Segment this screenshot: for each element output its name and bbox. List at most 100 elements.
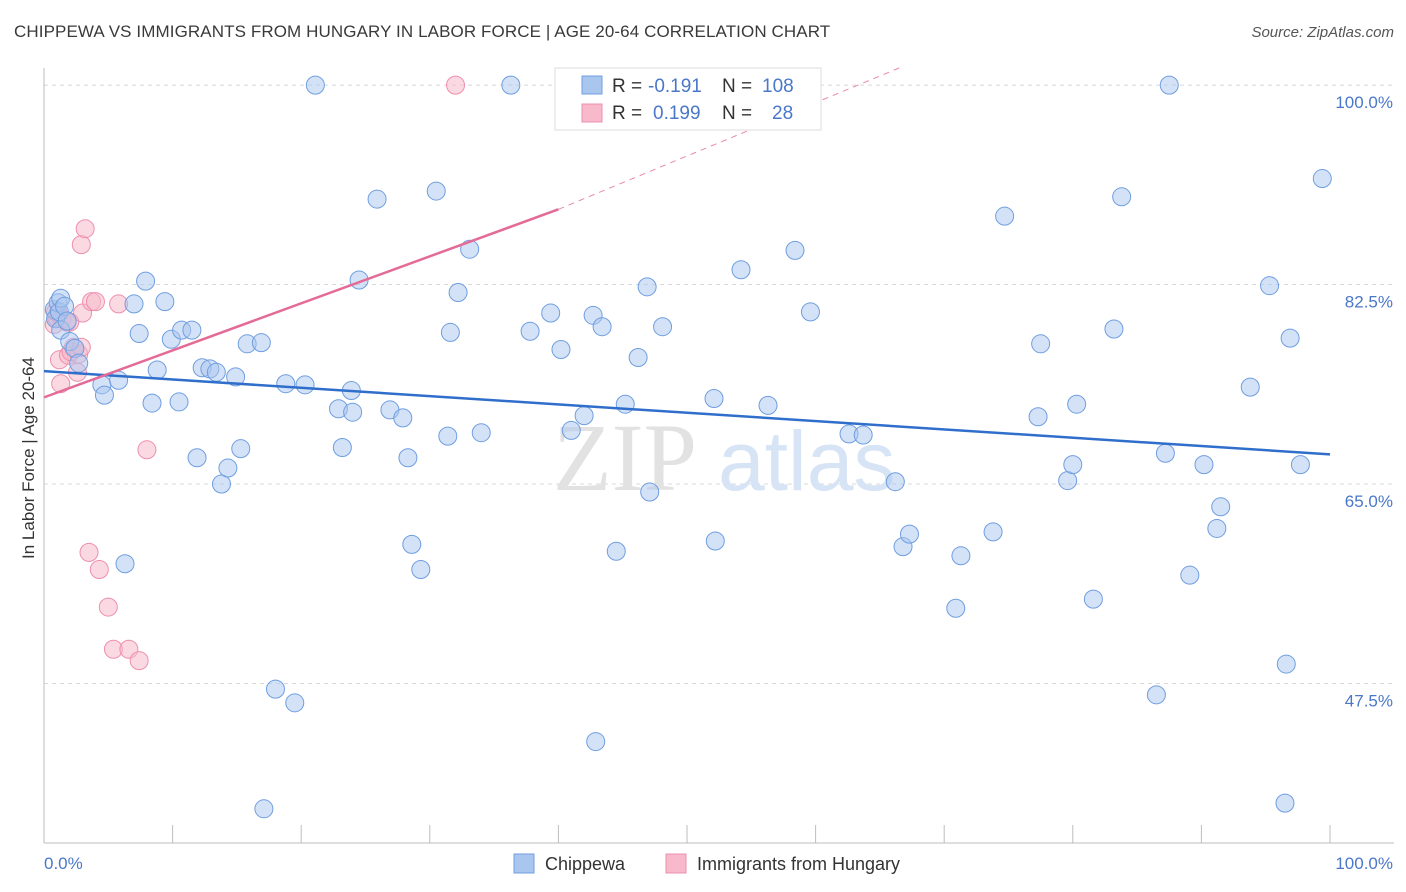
x-tick-label: 0.0%	[44, 854, 83, 873]
data-point-chippewa	[785, 240, 805, 260]
data-point-chippewa	[615, 394, 635, 414]
data-point-chippewa	[561, 420, 581, 440]
data-point-chippewa	[731, 260, 751, 280]
data-point-chippewa	[541, 303, 561, 323]
data-point-chippewa	[1280, 328, 1300, 348]
legend-swatch-chippewa	[581, 75, 603, 95]
data-point-chippewa	[1067, 394, 1087, 414]
data-point-chippewa	[1290, 455, 1310, 475]
legend-n-label-1: N =	[722, 76, 752, 97]
data-point-chippewa	[109, 370, 129, 390]
data-point-chippewa	[402, 534, 422, 554]
data-point-hungary	[98, 597, 118, 617]
data-point-chippewa	[211, 474, 231, 494]
data-point-chippewa	[1058, 471, 1078, 491]
data-point-chippewa	[1146, 685, 1166, 705]
data-point-hungary	[79, 542, 99, 562]
data-point-chippewa	[586, 732, 606, 752]
data-point-chippewa	[983, 522, 1003, 542]
y-tick-label: 82.5%	[1345, 293, 1393, 312]
data-point-chippewa	[285, 693, 305, 713]
data-point-chippewa	[653, 317, 673, 337]
data-point-chippewa	[592, 317, 612, 337]
data-point-chippewa	[640, 482, 660, 502]
data-point-chippewa	[305, 75, 325, 95]
data-point-chippewa	[182, 320, 202, 340]
data-point-chippewa	[440, 322, 460, 342]
data-point-chippewa	[1194, 455, 1214, 475]
tick-labels: 100.0% 82.5% 65.0% 47.5% 0.0% 100.0%	[44, 93, 1393, 873]
bottom-legend-label-hungary: Immigrants from Hungary	[697, 854, 900, 874]
data-point-chippewa	[1063, 455, 1083, 475]
data-point-chippewa	[69, 353, 89, 373]
data-point-chippewa	[637, 277, 657, 297]
data-point-hungary	[137, 440, 157, 460]
data-point-chippewa	[94, 385, 114, 405]
data-point-chippewa	[226, 367, 246, 387]
data-point-chippewa	[295, 375, 315, 395]
data-point-chippewa	[136, 271, 156, 291]
legend-n-value-2: 28	[772, 103, 793, 124]
data-point-chippewa	[1104, 319, 1124, 339]
legend-n-value-1: 108	[762, 76, 794, 97]
trend-line-hungary	[43, 208, 559, 399]
legend-r-label-2: R =	[612, 103, 642, 124]
data-point-chippewa	[155, 292, 175, 312]
y-tick-label: 65.0%	[1345, 492, 1393, 511]
data-point-chippewa	[520, 321, 540, 341]
data-point-chippewa	[1276, 654, 1296, 674]
data-point-chippewa	[885, 472, 905, 492]
data-point-chippewa	[115, 554, 135, 574]
axes	[43, 68, 1394, 844]
bottom-legend-swatch-chippewa	[513, 853, 535, 874]
data-point-chippewa	[551, 340, 571, 360]
data-point-chippewa	[704, 389, 724, 409]
data-point-chippewa	[946, 598, 966, 618]
watermark-zip: ZIP	[553, 404, 697, 511]
data-point-hungary	[75, 219, 95, 239]
data-point-chippewa	[142, 393, 162, 413]
legend-n-label-2: N =	[722, 103, 752, 124]
data-point-chippewa	[1159, 75, 1179, 95]
data-point-chippewa	[398, 448, 418, 468]
data-point-chippewa	[129, 324, 149, 344]
data-point-chippewa	[251, 333, 271, 353]
data-point-chippewa	[57, 311, 77, 331]
trend-line-chippewa	[43, 369, 1331, 456]
watermark: ZIP atlas	[553, 404, 895, 511]
data-point-chippewa	[206, 362, 226, 382]
data-point-chippewa	[438, 426, 458, 446]
data-point-chippewa	[124, 294, 144, 314]
data-point-chippewa	[231, 439, 251, 459]
data-point-chippewa	[1028, 407, 1048, 427]
data-point-chippewa	[218, 458, 238, 478]
data-point-chippewa	[899, 524, 919, 544]
data-point-chippewa	[758, 395, 778, 415]
trend-lines	[43, 67, 1331, 456]
data-point-chippewa	[1260, 276, 1280, 296]
y-tick-label: 47.5%	[1345, 691, 1393, 710]
chart-title: CHIPPEWA VS IMMIGRANTS FROM HUNGARY IN L…	[14, 22, 831, 41]
data-point-chippewa	[187, 448, 207, 468]
data-point-chippewa	[448, 283, 468, 303]
data-point-chippewa	[169, 392, 189, 412]
data-point-chippewa	[1112, 187, 1132, 207]
data-point-chippewa	[393, 408, 413, 428]
data-point-chippewa	[426, 181, 446, 201]
data-point-chippewa	[265, 679, 285, 699]
data-point-chippewa	[606, 541, 626, 561]
data-point-chippewa	[1275, 793, 1295, 813]
data-point-hungary	[71, 235, 91, 255]
y-axis-title: In Labor Force | Age 20-64	[19, 357, 38, 559]
data-point-chippewa	[1312, 169, 1332, 189]
data-point-chippewa	[1031, 334, 1051, 354]
data-point-chippewa	[628, 347, 648, 367]
data-point-chippewa	[995, 206, 1015, 226]
data-point-chippewa	[800, 302, 820, 322]
data-point-hungary	[51, 374, 71, 394]
data-point-chippewa	[1180, 565, 1200, 585]
data-point-hungary	[89, 559, 109, 579]
data-point-chippewa	[471, 423, 491, 443]
data-point-chippewa	[1083, 589, 1103, 609]
